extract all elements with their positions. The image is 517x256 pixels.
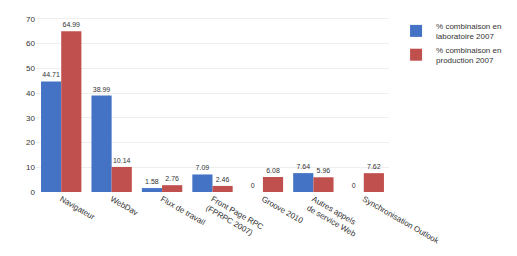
svg-text:40: 40 — [26, 89, 35, 98]
svg-text:60: 60 — [26, 39, 35, 48]
svg-text:Synchronisation Outlook: Synchronisation Outlook — [361, 194, 441, 246]
svg-text:Autres appelsde service Web: Autres appelsde service Web — [305, 194, 363, 239]
svg-text:6.08: 6.08 — [266, 167, 280, 174]
svg-text:64.99: 64.99 — [62, 21, 80, 28]
svg-text:WebDav: WebDav — [109, 194, 140, 217]
svg-text:Navigateur: Navigateur — [58, 194, 96, 221]
svg-text:70: 70 — [26, 15, 35, 24]
svg-text:0: 0 — [31, 188, 36, 197]
svg-text:Groove 2010: Groove 2010 — [260, 194, 305, 225]
svg-text:Front Page RPC(FPRPC 2007): Front Page RPC(FPRPC 2007) — [204, 194, 265, 240]
svg-text:10.14: 10.14 — [113, 157, 131, 164]
svg-text:44.71: 44.71 — [42, 71, 60, 78]
svg-text:50: 50 — [26, 64, 35, 73]
svg-text:Flux de travail: Flux de travail — [159, 194, 207, 227]
svg-text:30: 30 — [26, 114, 35, 123]
svg-text:2.76: 2.76 — [165, 175, 179, 182]
svg-text:5.96: 5.96 — [317, 167, 331, 174]
svg-text:% combinaison enproduction 200: % combinaison enproduction 2007 — [436, 46, 501, 65]
svg-text:7.09: 7.09 — [196, 164, 210, 171]
svg-text:7.62: 7.62 — [367, 163, 381, 170]
svg-text:1.58: 1.58 — [145, 178, 159, 185]
svg-text:7.64: 7.64 — [296, 163, 310, 170]
svg-text:0: 0 — [251, 182, 255, 189]
svg-text:2.46: 2.46 — [216, 176, 230, 183]
svg-text:20: 20 — [26, 138, 35, 147]
svg-text:0: 0 — [352, 182, 356, 189]
svg-text:38.99: 38.99 — [93, 86, 111, 93]
svg-text:% combinaison enlaboratoire 20: % combinaison enlaboratoire 2007 — [436, 22, 501, 41]
svg-text:10: 10 — [26, 163, 35, 172]
